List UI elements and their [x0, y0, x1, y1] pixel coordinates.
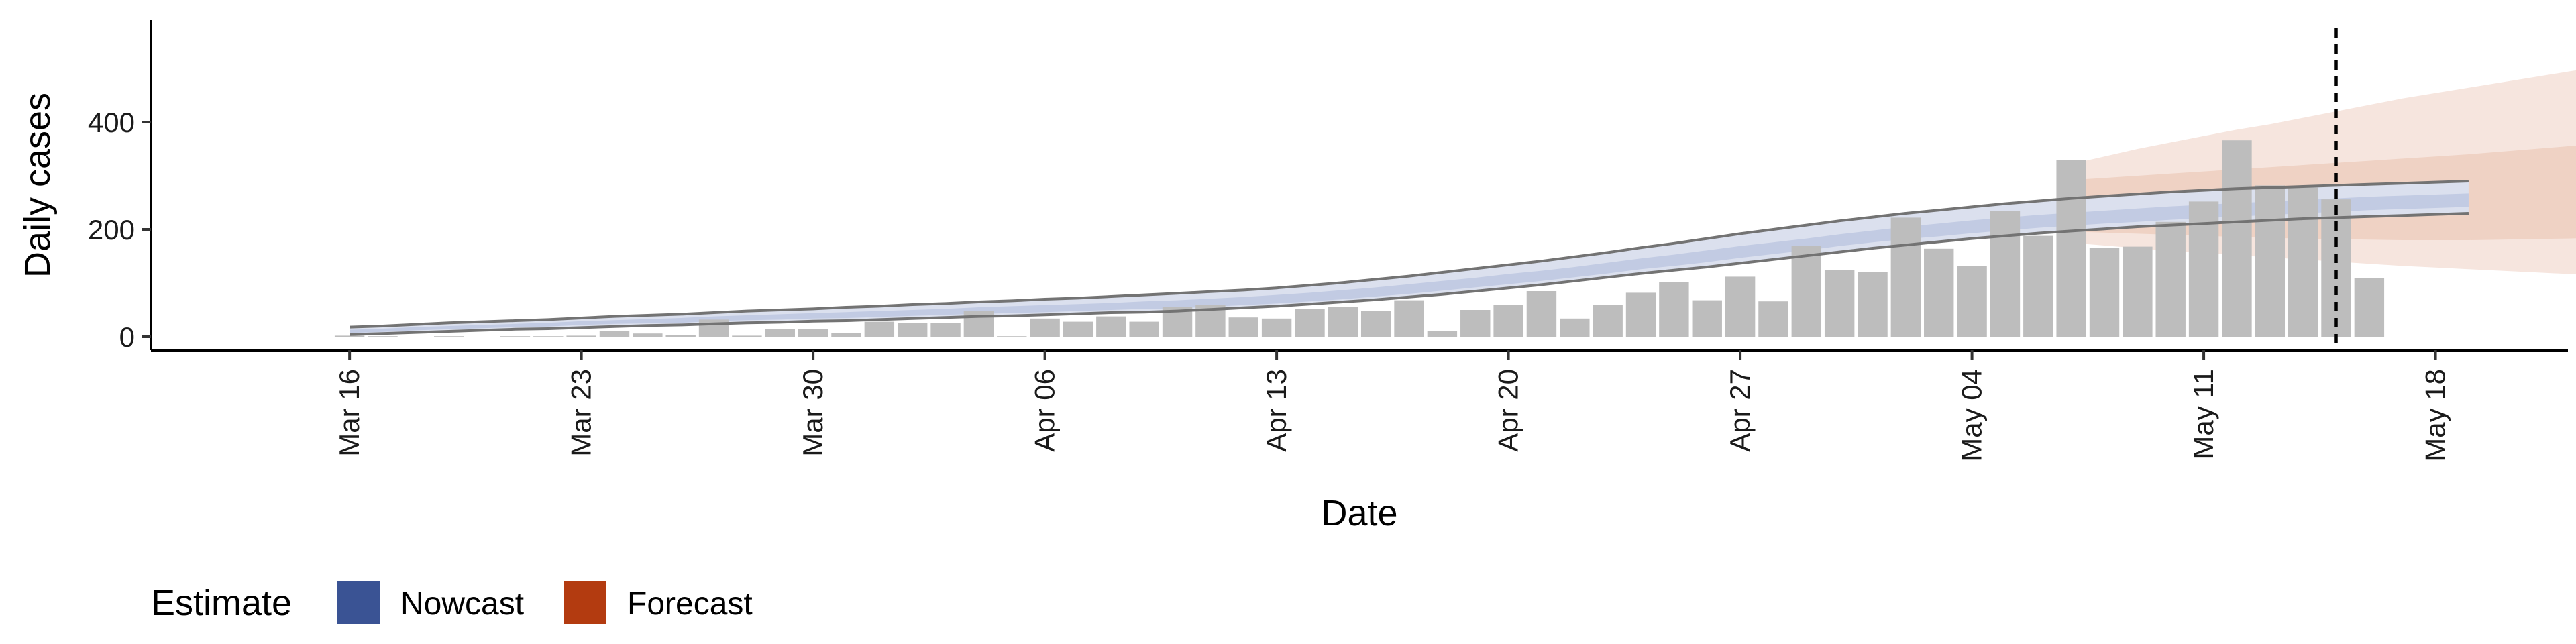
x-tick-label: Apr 27: [1724, 369, 1756, 452]
reported-case-bars: [334, 140, 2385, 337]
case-bar: [1360, 311, 1391, 337]
y-tick-label: 200: [88, 214, 135, 246]
case-bar: [1228, 317, 1258, 337]
x-tick-label: Mar 16: [333, 369, 365, 457]
case-bar: [1890, 217, 1921, 337]
case-bar: [2089, 248, 2120, 337]
case-bar: [864, 321, 895, 337]
case-bar: [1791, 246, 1822, 337]
legend: Estimate Nowcast Forecast: [151, 581, 753, 624]
y-tick-label: 0: [119, 321, 135, 353]
x-tick-label: Mar 30: [797, 369, 828, 457]
nowcast-inner-band: [350, 193, 2469, 333]
x-tick-label: Mar 23: [566, 369, 597, 457]
legend-title: Estimate: [151, 583, 292, 623]
x-axis-ticks: Mar 16 Mar 23 Mar 30 Apr 06 Apr 13 Apr 20 Apr …: [333, 350, 2451, 462]
legend-label-forecast: Forecast: [627, 586, 753, 622]
case-bar: [1129, 321, 1159, 337]
case-bar: [1493, 305, 1523, 337]
case-bar: [1692, 300, 1722, 337]
case-bar: [765, 329, 795, 337]
case-bar: [1030, 318, 1060, 337]
case-bar: [1063, 321, 1093, 337]
case-bar: [1924, 248, 1954, 337]
case-bar: [2056, 160, 2086, 337]
case-bar: [2255, 185, 2286, 337]
case-bar: [633, 333, 663, 337]
x-tick-label: May 11: [2188, 369, 2219, 460]
case-bar: [2321, 199, 2351, 337]
case-bar: [2123, 246, 2153, 337]
case-bar: [2288, 187, 2318, 337]
case-bar: [433, 336, 464, 337]
case-bar: [897, 323, 928, 337]
case-bar: [997, 336, 1027, 337]
nowcast-upper-line: [350, 180, 2469, 329]
case-bar: [732, 335, 762, 337]
case-bar: [1560, 318, 1590, 337]
case-bar: [2354, 278, 2385, 337]
case-bar: [1824, 270, 1855, 337]
case-bar: [1593, 305, 1623, 337]
nowcast-bound-lines: [350, 180, 2469, 336]
x-tick-label: Apr 06: [1029, 369, 1061, 452]
case-bar: [930, 323, 961, 337]
case-bar: [2155, 221, 2186, 337]
case-bar: [1725, 276, 1756, 337]
case-bar: [1990, 211, 2021, 337]
case-bar: [1460, 310, 1491, 337]
y-tick-label: 400: [88, 107, 135, 138]
nowcast-bands: [350, 181, 2469, 335]
x-tick-label: May 18: [2420, 369, 2451, 462]
x-tick-label: May 04: [1956, 369, 1988, 462]
nowcast-lower-line: [350, 212, 2469, 336]
case-bar: [2222, 140, 2252, 337]
case-bar: [1659, 282, 1689, 337]
case-bar: [566, 335, 596, 337]
x-tick-label: Apr 13: [1260, 369, 1292, 452]
nowcast-outer-band: [350, 181, 2469, 335]
legend-label-nowcast: Nowcast: [400, 586, 524, 622]
case-bar: [1261, 318, 1292, 337]
case-bar: [1295, 309, 1325, 337]
case-bar: [831, 333, 861, 337]
case-bar: [1394, 300, 1424, 337]
y-axis-title: Daily cases: [17, 93, 58, 278]
case-bar: [1758, 301, 1788, 337]
legend-swatch-forecast: [564, 581, 606, 624]
case-bar: [533, 336, 564, 337]
case-bar: [798, 329, 828, 337]
case-bar: [500, 336, 531, 337]
case-bar: [1957, 266, 1987, 337]
case-bar: [599, 331, 630, 337]
case-bar: [334, 335, 365, 337]
case-bar: [1526, 291, 1557, 337]
case-bar: [2023, 235, 2053, 337]
case-bar: [1328, 307, 1358, 337]
legend-swatch-nowcast: [337, 581, 380, 624]
case-bar: [368, 336, 398, 337]
case-bar: [1625, 292, 1656, 337]
case-bar: [665, 335, 696, 337]
y-axis-ticks: 0 200 400: [88, 107, 151, 353]
axes: [150, 20, 2568, 352]
case-bar: [1427, 331, 1458, 337]
case-bar: [1096, 316, 1126, 337]
case-bar: [698, 319, 729, 337]
x-axis-title: Date: [1321, 493, 1397, 533]
x-tick-label: Apr 20: [1493, 369, 1524, 452]
case-bar: [1858, 272, 1888, 337]
